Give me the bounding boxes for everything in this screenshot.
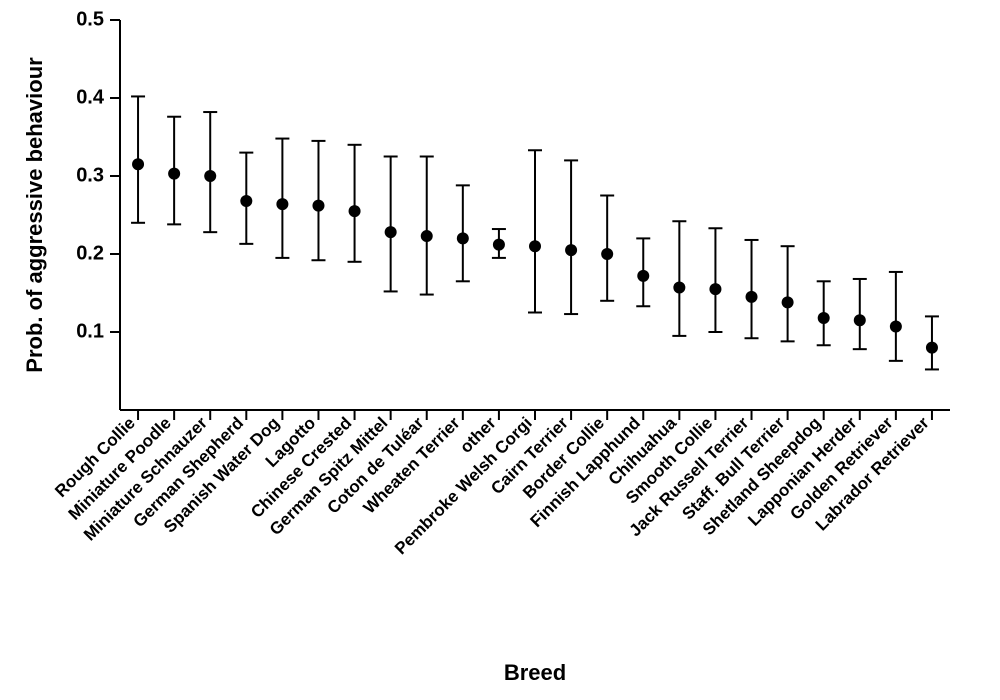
- data-marker: [276, 198, 288, 210]
- data-marker: [890, 321, 902, 333]
- data-marker: [926, 342, 938, 354]
- data-marker: [421, 230, 433, 242]
- data-marker: [240, 195, 252, 207]
- y-tick-label: 0.3: [76, 164, 104, 186]
- y-tick-label: 0.1: [76, 320, 104, 342]
- y-tick-label: 0.4: [76, 86, 105, 108]
- data-marker: [204, 170, 216, 182]
- data-marker: [457, 232, 469, 244]
- data-marker: [709, 283, 721, 295]
- data-marker: [385, 226, 397, 238]
- y-axis-title: Prob. of aggressive behaviour: [22, 57, 47, 373]
- data-marker: [746, 291, 758, 303]
- x-axis-title: Breed: [504, 660, 566, 685]
- data-marker: [565, 244, 577, 256]
- data-marker: [854, 314, 866, 326]
- data-marker: [601, 248, 613, 260]
- chart-container: 0.1 0.2 0.3 0.4 0.5 Prob. of aggressive behav…: [0, 0, 1000, 700]
- data-marker: [673, 282, 685, 294]
- y-tick-label: 0.5: [76, 8, 104, 30]
- data-marker: [782, 296, 794, 308]
- data-marker: [312, 200, 324, 212]
- y-tick-label: 0.2: [76, 242, 104, 264]
- data-marker: [132, 158, 144, 170]
- data-marker: [493, 239, 505, 251]
- data-marker: [529, 240, 541, 252]
- data-marker: [637, 270, 649, 282]
- data-marker: [818, 312, 830, 324]
- data-marker: [349, 205, 361, 217]
- error-bar-chart: 0.1 0.2 0.3 0.4 0.5 Prob. of aggressive behav…: [0, 0, 1000, 700]
- data-marker: [168, 168, 180, 180]
